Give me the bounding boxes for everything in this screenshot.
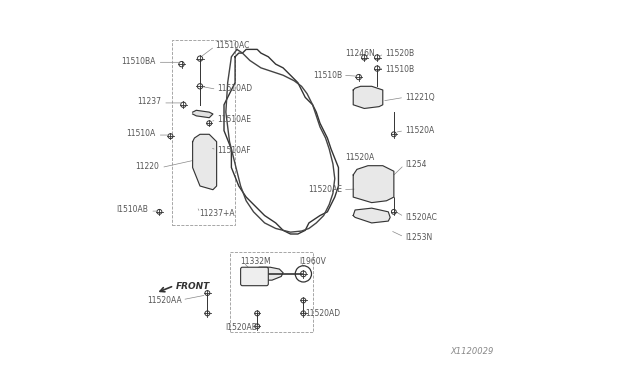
Bar [172,40,235,225]
Text: I1520AC: I1520AC [405,213,436,222]
Bar [230,253,312,332]
Text: 11520AE: 11520AE [308,185,342,194]
Text: 11221Q: 11221Q [405,93,435,102]
Text: 11520A: 11520A [405,126,434,135]
Text: 11510AE: 11510AE [218,115,252,124]
Text: 11510AD: 11510AD [218,84,253,93]
Text: 11237: 11237 [137,97,161,106]
Text: 11510AC: 11510AC [216,41,250,50]
Polygon shape [193,134,216,190]
Text: 11520A: 11520A [345,153,374,162]
Text: 11246N: 11246N [345,49,375,58]
Text: FRONT: FRONT [176,282,211,291]
Text: 11510B: 11510B [385,65,414,74]
Polygon shape [193,110,213,118]
Text: I1253N: I1253N [405,233,432,242]
Text: 11510B: 11510B [313,71,342,80]
Text: I1510AB: I1510AB [116,205,148,215]
Text: 11510A: 11510A [127,129,156,138]
Polygon shape [353,86,383,109]
Text: 11520AA: 11520AA [147,296,182,305]
Text: 11237+A: 11237+A [199,209,235,218]
Polygon shape [250,267,283,280]
Text: 11220: 11220 [136,162,159,171]
Polygon shape [353,166,394,203]
Text: 11520B: 11520B [385,49,414,58]
Text: X1120029: X1120029 [450,347,493,356]
Polygon shape [353,208,390,223]
Text: 11510AF: 11510AF [218,147,251,155]
Text: 11332M: 11332M [241,257,271,266]
Text: I1960V: I1960V [299,257,326,266]
FancyBboxPatch shape [241,267,268,286]
Text: 11520AD: 11520AD [305,309,340,318]
Text: 11510BA: 11510BA [122,57,156,66]
Text: I1254: I1254 [405,160,426,169]
Text: I1520AB: I1520AB [225,323,257,331]
